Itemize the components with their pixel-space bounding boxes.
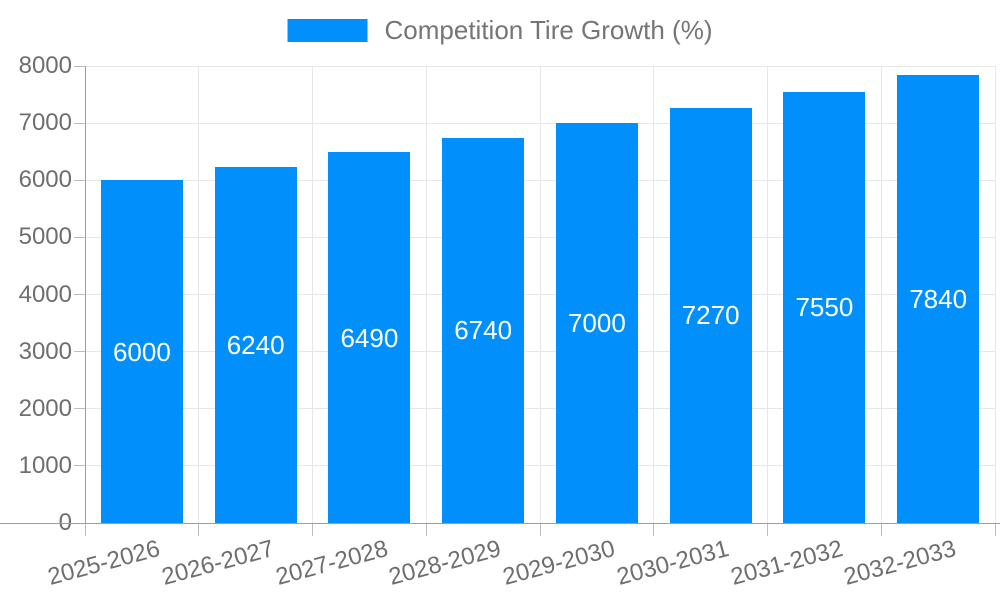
bar-value-label: 7550	[795, 292, 854, 323]
y-axis-label: 8000	[18, 52, 72, 79]
x-axis-tick	[198, 523, 200, 536]
x-axis-label: 2027-2028	[272, 535, 391, 591]
y-axis-tick	[74, 179, 85, 181]
y-axis-label: 7000	[18, 109, 72, 137]
x-axis-label: 2028-2029	[386, 535, 505, 591]
y-axis-label: 5000	[18, 223, 72, 251]
x-axis-label: 2032-2033	[841, 535, 960, 591]
bar-value-label: 6490	[340, 322, 399, 353]
x-axis-label: 2025-2026	[45, 535, 163, 591]
y-axis-tick	[74, 294, 85, 295]
bar[interactable]: 7000	[555, 123, 638, 523]
y-axis-tick	[74, 408, 85, 410]
x-axis-tick	[767, 523, 768, 536]
y-axis-tick	[74, 465, 85, 467]
bar[interactable]: 7840	[897, 75, 980, 523]
y-axis-tick	[74, 236, 85, 238]
x-axis-tick	[539, 523, 541, 536]
x-axis-tick	[994, 523, 996, 536]
x-axis-tick	[84, 523, 86, 536]
bar[interactable]: 6740	[442, 137, 525, 523]
y-axis-label: 2000	[18, 394, 72, 422]
x-axis-label: 2026-2027	[158, 535, 277, 591]
y-axis-label: 4000	[18, 280, 72, 308]
bar[interactable]: 6490	[328, 152, 411, 523]
x-axis-tick	[880, 523, 882, 536]
x-axis-label: 2029-2030	[500, 535, 618, 591]
bar-value-label: 6240	[226, 329, 285, 360]
legend-swatch	[287, 18, 368, 42]
x-axis-label: 2031-2032	[727, 535, 846, 591]
x-axis-tick	[312, 523, 313, 536]
bar[interactable]: 7550	[783, 91, 866, 523]
y-axis-tick	[74, 351, 85, 353]
bar-value-label: 6740	[454, 315, 513, 346]
y-axis-label: 1000	[18, 451, 72, 479]
x-axis-tick	[653, 523, 655, 536]
v-gridline	[312, 66, 313, 523]
y-axis-tick	[74, 65, 85, 67]
y-axis-tick	[74, 122, 85, 124]
v-gridline	[425, 66, 427, 523]
bar[interactable]: 7270	[669, 107, 752, 523]
y-axis-line	[84, 66, 86, 523]
y-axis-label: 3000	[18, 337, 72, 365]
legend-label: Competition Tire Growth (%)	[384, 15, 713, 45]
x-axis-label: 2030-2031	[613, 535, 732, 591]
v-gridline	[880, 66, 882, 523]
v-gridline	[767, 66, 768, 523]
bar-value-label: 7840	[909, 284, 968, 315]
v-gridline	[539, 66, 541, 523]
v-gridline	[994, 66, 996, 523]
bar-value-label: 7000	[567, 308, 626, 339]
legend[interactable]: Competition Tire Growth (%)	[287, 15, 713, 45]
v-gridline	[198, 66, 200, 523]
v-gridline	[653, 66, 655, 523]
y-axis-label: 6000	[18, 166, 72, 194]
bar[interactable]: 6000	[100, 180, 183, 523]
bar-value-label: 6000	[112, 336, 171, 367]
bar[interactable]: 6240	[214, 166, 297, 523]
x-axis-line	[0, 522, 1000, 524]
bar-value-label: 7270	[681, 300, 740, 331]
x-axis-tick	[425, 523, 427, 536]
